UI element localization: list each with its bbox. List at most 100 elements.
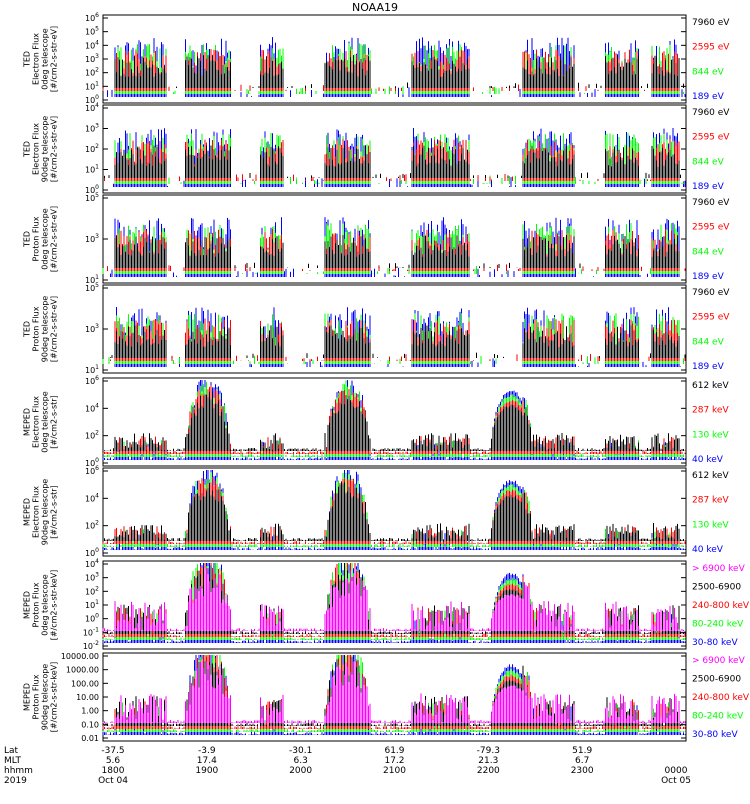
x-axis-hhmm-label: 2000: [289, 766, 312, 776]
x-axis-hhmm-label: 0000: [665, 766, 688, 776]
panel-5: 106 104 102 100 MEPEDElectron Flux0deg teles…: [23, 375, 730, 468]
x-axis-lat-label: -3.9: [198, 746, 216, 756]
y-tick-label: 104: [85, 102, 99, 113]
legend-entry: 2500-6900: [692, 675, 741, 685]
legend-entry: 612 keV: [692, 381, 729, 391]
figure-title: NOAA19: [352, 1, 398, 14]
panel-3: 105 103 101 TEDProton Flux0deg telescope[#/…: [23, 192, 731, 285]
legend-entry: 189 eV: [692, 182, 725, 192]
y-axis-label: TEDElectron Flux0deg telescope[#/cm2-s-s…: [23, 26, 59, 92]
series-trace: [102, 482, 686, 541]
y-tick-label: 106: [85, 12, 99, 23]
x-axis-mlt-label: 6.3: [294, 756, 308, 766]
y-axis-label: TEDProton Flux90deg telescope[#/cm2-s-st…: [23, 296, 59, 363]
y-tick-label: 102: [85, 143, 99, 154]
legend-entry: 7960 eV: [692, 288, 730, 298]
series-trace: [110, 325, 686, 358]
legend-entry: 7960 eV: [692, 18, 730, 28]
series-trace: [104, 145, 681, 178]
x-axis-lat-label: -37.5: [101, 746, 124, 756]
legend-entry: 130 keV: [692, 430, 729, 440]
legend-entry: 287 keV: [692, 496, 729, 506]
legend-entry: > 6900 keV: [692, 656, 746, 666]
y-axis-label: MEPEDProton Flux0deg telescope[#/cm2-s-s…: [23, 570, 59, 641]
legend-entry: 844 eV: [692, 157, 725, 167]
panel-1: 106 105 104 103 102 101 100 TEDElectron Flux0de…: [23, 12, 731, 105]
y-axis-label: TEDElectron Flux90deg telescope[#/cm2-s-…: [23, 116, 59, 183]
legend-entry: > 6900 keV: [692, 564, 746, 574]
y-tick-label: 101: [85, 164, 99, 175]
legend-entry: 7960 eV: [692, 108, 730, 118]
y-tick-label: 10.00: [76, 693, 99, 702]
y-tick-label: 1000.00: [66, 666, 99, 675]
series-trace: [102, 235, 680, 268]
legend-entry: 287 keV: [692, 406, 729, 416]
x-row-label: 2019: [4, 776, 27, 786]
series-trace: [102, 391, 686, 451]
legend-entry: 240-800 keV: [692, 693, 750, 703]
x-row-label: hhmm: [4, 766, 33, 776]
x-axis-lat-label: 61.9: [384, 746, 404, 756]
legend-entry: 844 eV: [692, 247, 725, 257]
x-axis-lat-label: 51.9: [572, 746, 592, 756]
legend-entry: 30-80 keV: [692, 730, 738, 740]
y-axis-label: MEPEDElectron Flux90deg telescope[#/cm2-…: [23, 479, 59, 546]
y-tick-label: 103: [85, 572, 99, 583]
legend-entry: 189 eV: [692, 362, 725, 372]
legend-entry: 2595 eV: [692, 313, 730, 323]
y-tick-label: 106: [85, 375, 99, 386]
y-tick-label: 102: [85, 520, 99, 531]
y-tick-label: 105: [85, 282, 99, 293]
y-tick-label: 104: [85, 558, 99, 569]
x-row-label: MLT: [4, 756, 22, 766]
x-axis-hhmm-label: 2200: [477, 766, 500, 776]
x-axis-mlt-label: 21.3: [478, 756, 498, 766]
legend-entry: 40 keV: [692, 545, 724, 555]
series-trace: [114, 55, 684, 88]
legend-entry: 2595 eV: [692, 43, 730, 53]
y-tick-label: 105: [85, 192, 99, 203]
panel-6: 106 104 102 100 MEPEDElectron Flux90deg tele…: [23, 465, 730, 558]
y-tick-label: 106: [85, 465, 99, 476]
legend-entry: 189 eV: [692, 272, 725, 282]
y-tick-label: 100.00: [71, 679, 99, 688]
y-tick-label: 101: [85, 364, 99, 375]
y-tick-label: 100: [85, 457, 99, 468]
y-tick-label: 104: [85, 39, 99, 50]
legend-entry: 130 keV: [692, 520, 729, 530]
y-tick-label: 0.10: [81, 720, 99, 729]
y-tick-label: 103: [85, 323, 99, 334]
y-tick-label: 10-2: [83, 640, 99, 651]
panel-4: 105 103 101 TEDProton Flux90deg telescope[#…: [23, 282, 731, 375]
x-axis-hhmm-label: 1800: [102, 766, 125, 776]
legend-entry: 844 eV: [692, 337, 725, 347]
y-tick-label: 10-1: [83, 626, 99, 637]
x-row-label: Lat: [4, 746, 19, 756]
y-tick-label: 103: [85, 123, 99, 134]
y-tick-label: 103: [85, 233, 99, 244]
legend-entry: 30-80 keV: [692, 638, 738, 648]
legend-entry: 7960 eV: [692, 198, 730, 208]
x-axis-lat-label: -30.1: [289, 746, 312, 756]
y-tick-label: 101: [85, 274, 99, 285]
x-axis-mlt-label: 6.7: [575, 756, 589, 766]
legend-entry: 80-240 keV: [692, 712, 744, 722]
series-trace: [102, 567, 686, 631]
y-tick-label: 102: [85, 430, 99, 441]
legend-entry: 2500-6900: [692, 583, 741, 593]
y-tick-label: 100: [85, 547, 99, 558]
legend-entry: 844 eV: [692, 67, 725, 77]
y-tick-label: 105: [85, 26, 99, 37]
legend-entry: 189 eV: [692, 92, 725, 102]
y-tick-label: 103: [85, 53, 99, 64]
y-tick-label: 100: [85, 184, 99, 195]
y-tick-label: 101: [85, 80, 99, 91]
legend-entry: 612 keV: [692, 471, 729, 481]
x-axis-date-label: Oct 04: [98, 776, 128, 786]
x-axis-hhmm-label: 2300: [571, 766, 594, 776]
y-tick-label: 104: [85, 402, 99, 413]
y-tick-label: 10000.00: [61, 652, 99, 661]
panel-8: 10000.00 1000.00 100.00 10.00 1.00 0.10 0.01 ME…: [23, 652, 750, 743]
